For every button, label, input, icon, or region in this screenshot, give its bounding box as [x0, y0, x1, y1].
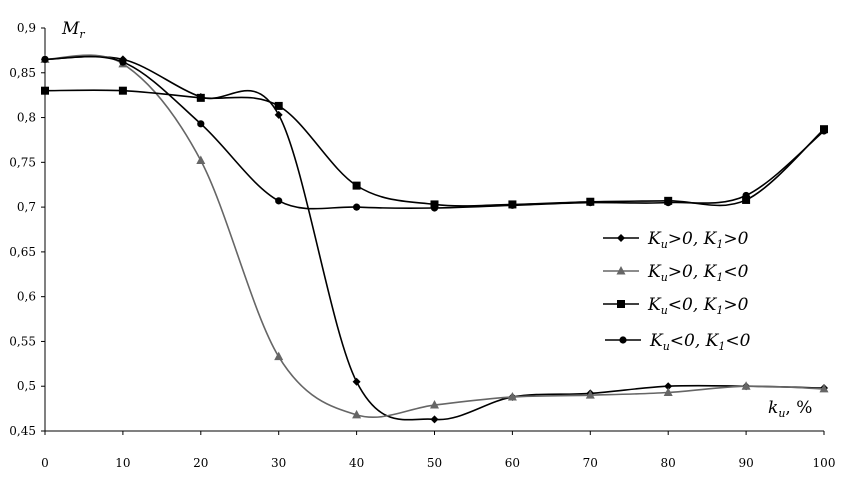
data-point — [41, 55, 49, 63]
data-point — [352, 377, 361, 386]
data-point — [41, 86, 49, 95]
data-point — [741, 381, 751, 390]
series-line — [44, 89, 825, 207]
series-3 — [41, 86, 828, 209]
x-tick-label: 60 — [505, 456, 520, 470]
series-line — [44, 54, 825, 419]
data-point — [430, 204, 439, 212]
y-tick-label: 0,6 — [17, 290, 36, 304]
data-point — [197, 120, 205, 128]
legend-label: Ku<0, K1<0 — [649, 331, 751, 353]
data-point — [118, 86, 127, 95]
legend-label: Ku>0, K1>0 — [647, 229, 749, 251]
legend: Ku>0, K1>0 Ku>0, K1<0 Ku<0, K1>0 Ku<0, K1<0 — [603, 229, 751, 353]
x-tick-label: 50 — [427, 456, 442, 470]
data-point — [507, 391, 517, 401]
x-tick-label: 70 — [583, 456, 598, 470]
data-point — [352, 409, 362, 419]
data-point — [430, 400, 439, 409]
x-tick-label: 40 — [349, 456, 364, 470]
data-point — [586, 199, 594, 207]
x-tick-label: 0 — [41, 456, 49, 470]
y-tick-label: 0,45 — [9, 424, 36, 438]
data-point — [664, 382, 673, 391]
axes: 0,45 0,5 0,55 0,6 0,65 0,7 0,75 0,8 0,85 0,9 0 10 20… — [9, 21, 835, 470]
data-point — [275, 197, 283, 205]
legend-label: Ku<0, K1>0 — [647, 295, 749, 317]
legend-label: Ku>0, K1<0 — [647, 262, 749, 284]
legend-item: Ku>0, K1>0 — [603, 229, 749, 251]
data-point — [742, 191, 750, 200]
x-tick-label: 80 — [661, 456, 676, 470]
x-tick-label: 100 — [813, 456, 836, 470]
data-point — [820, 127, 828, 135]
series-line — [44, 55, 825, 210]
legend-marker — [617, 234, 625, 242]
data-point — [664, 199, 672, 207]
legend-marker — [616, 266, 626, 275]
data-point — [508, 201, 516, 209]
y-tick-label: 0,9 — [17, 21, 36, 35]
y-tick-label: 0,65 — [9, 245, 36, 259]
x-tick-label: 30 — [271, 456, 286, 470]
x-tick-label: 90 — [738, 456, 753, 470]
data-point — [274, 110, 283, 119]
data-point — [274, 101, 283, 110]
x-axis-label: ku, % — [768, 398, 812, 420]
data-point — [430, 415, 439, 424]
y-tick-label: 0,5 — [17, 379, 36, 393]
data-point — [274, 351, 284, 361]
y-tick-label: 0,85 — [9, 66, 36, 80]
legend-item: Ku<0, K1>0 — [603, 295, 749, 317]
data-point — [119, 58, 127, 66]
data-point — [352, 181, 361, 190]
data-point — [196, 93, 205, 102]
y-tick-label: 0,55 — [9, 334, 36, 348]
y-axis-label: Mr — [61, 19, 85, 41]
y-tick-label: 0,7 — [17, 200, 36, 214]
data-point — [819, 383, 829, 393]
series-4 — [41, 55, 828, 212]
data-point — [742, 195, 751, 204]
data-point — [353, 203, 361, 211]
data-point — [663, 387, 673, 396]
x-tick-label: 10 — [115, 456, 130, 470]
data-point — [196, 155, 206, 165]
legend-marker — [617, 300, 625, 308]
y-tick-label: 0,75 — [9, 155, 36, 169]
legend-item: Ku>0, K1<0 — [603, 262, 749, 284]
legend-item: Ku<0, K1<0 — [605, 331, 751, 353]
x-tick-label: 20 — [193, 456, 208, 470]
series-layer — [40, 54, 829, 424]
y-tick-label: 0,8 — [17, 111, 36, 125]
data-point — [585, 390, 595, 399]
legend-marker — [619, 336, 627, 344]
